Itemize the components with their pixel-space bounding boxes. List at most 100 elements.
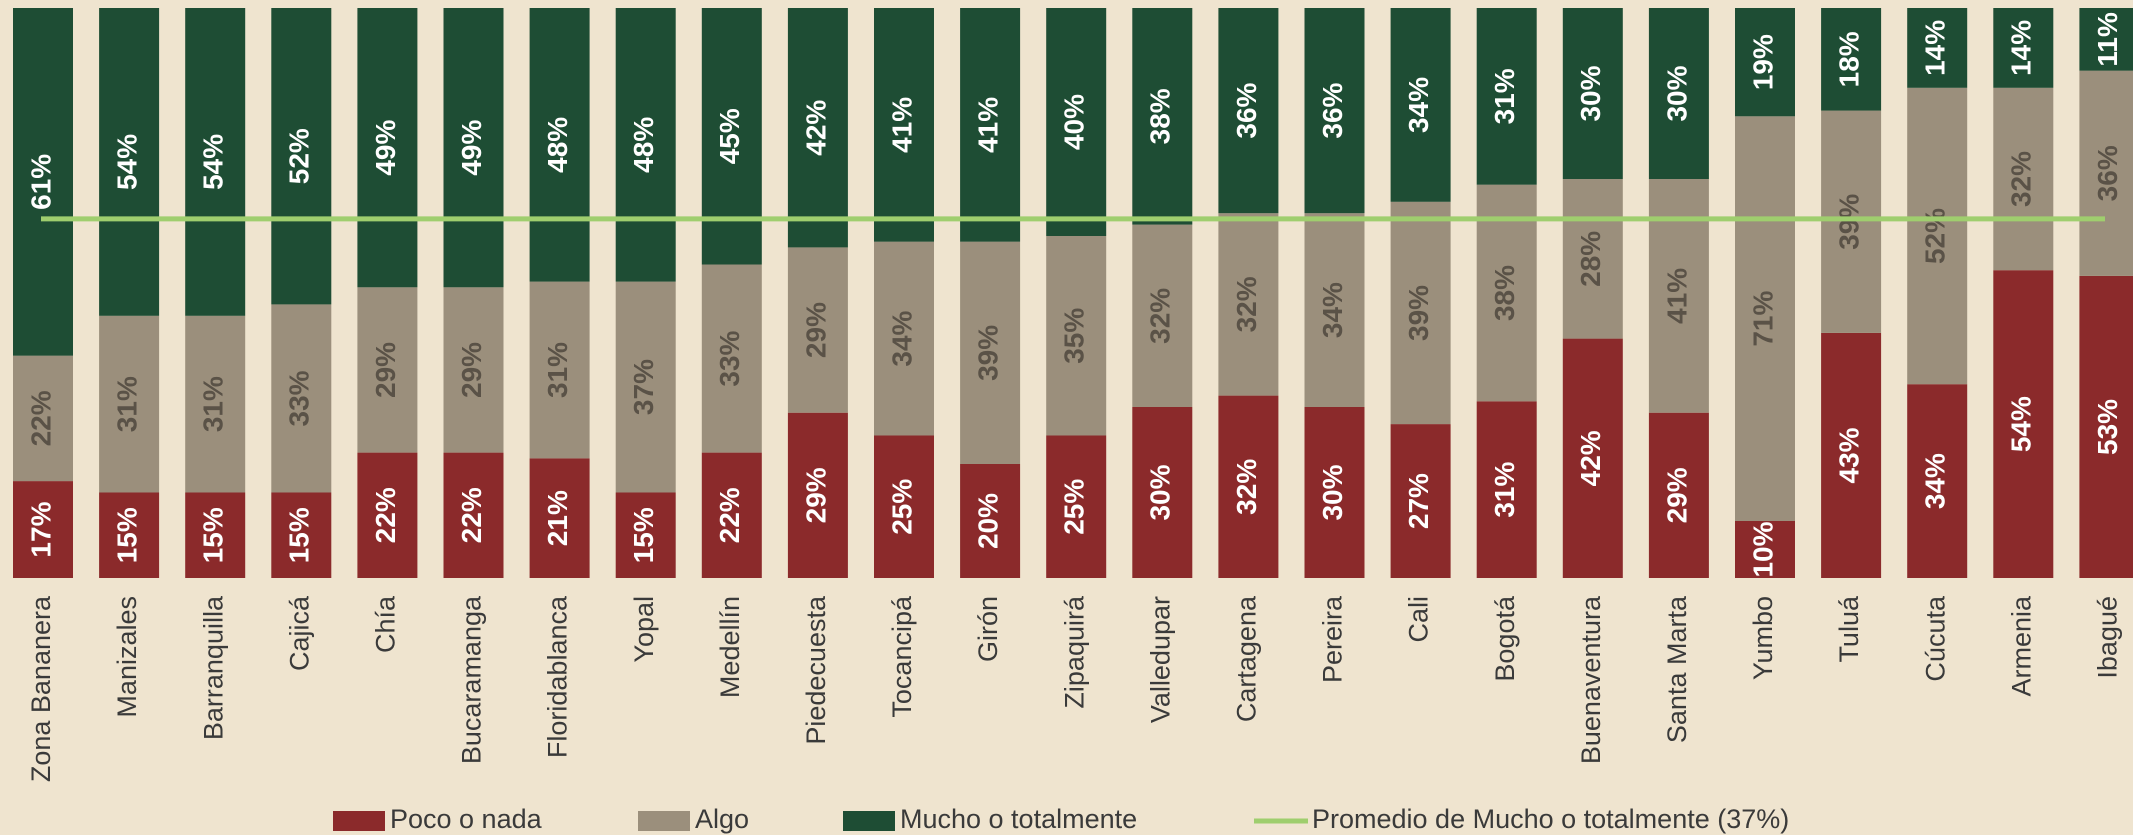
value-label: 30% — [1661, 65, 1692, 121]
value-label: 29% — [456, 342, 487, 398]
bar-segment — [271, 8, 332, 305]
bar-segment — [1046, 8, 1107, 236]
value-label: 10% — [1747, 521, 1778, 577]
bar-segment — [787, 247, 848, 413]
value-label: 15% — [111, 507, 142, 563]
bar-segment — [357, 452, 418, 578]
value-label: 31% — [542, 342, 573, 398]
value-label: 29% — [800, 302, 831, 358]
value-label: 34% — [1403, 77, 1434, 133]
bar-segment — [1390, 201, 1451, 425]
value-label: 52% — [284, 128, 315, 184]
value-label: 39% — [1833, 194, 1864, 250]
bar-segment — [1562, 179, 1623, 339]
bar-segment — [1993, 87, 2054, 271]
value-label: 15% — [628, 507, 659, 563]
bar-segment — [960, 464, 1021, 578]
value-label: 40% — [1059, 94, 1090, 150]
legend-swatch — [333, 811, 385, 831]
x-tick-label: Zipaquirá — [1059, 595, 1089, 709]
value-label: 29% — [370, 342, 401, 398]
value-label: 31% — [1489, 462, 1520, 518]
value-label: 30% — [1317, 464, 1348, 520]
bar-segment — [443, 8, 504, 288]
value-label: 25% — [886, 479, 917, 535]
value-label: 21% — [542, 490, 573, 546]
bar-segment — [13, 481, 73, 578]
bar-segment — [701, 8, 762, 265]
value-label: 36% — [1231, 82, 1262, 138]
bar-segment — [185, 492, 246, 578]
x-tick-label: Zona Bananera — [26, 595, 56, 782]
x-tick-label: Cartagena — [1232, 595, 1262, 722]
value-label: 25% — [1059, 479, 1090, 535]
value-label: 41% — [972, 97, 1003, 153]
x-tick-label: Manizales — [112, 596, 142, 718]
bar-segment — [1218, 213, 1279, 396]
value-label: 27% — [1403, 473, 1434, 529]
bar-segment — [1304, 407, 1365, 578]
value-label: 31% — [1489, 68, 1520, 124]
bar-segment — [1390, 8, 1451, 202]
value-label: 48% — [542, 117, 573, 173]
bar-segment — [1993, 270, 2054, 578]
bar-segment — [960, 241, 1021, 464]
bar-segment — [1304, 213, 1365, 407]
x-tick-label: Yopal — [629, 596, 659, 663]
bar-segment — [1132, 224, 1193, 407]
bar-segment — [1907, 384, 1968, 578]
x-tick-label: Armenia — [2006, 595, 2036, 697]
value-label: 30% — [1575, 65, 1606, 121]
x-tick-label: Medellín — [715, 596, 745, 698]
value-label: 39% — [972, 325, 1003, 381]
bar-segment — [99, 315, 160, 493]
legend-label: Poco o nada — [390, 804, 543, 834]
bar-segment — [1821, 8, 1882, 111]
bar-segment — [1648, 412, 1709, 578]
bar-segment — [1907, 8, 1968, 88]
value-label: 22% — [714, 487, 745, 543]
x-tick-label: Cajicá — [284, 595, 314, 671]
value-label: 34% — [886, 310, 917, 366]
x-tick-label: Girón — [973, 596, 1003, 662]
value-label: 49% — [370, 120, 401, 176]
value-label: 34% — [1317, 282, 1348, 338]
value-label: 32% — [1231, 276, 1262, 332]
bar-segment — [1735, 116, 1795, 522]
value-label: 43% — [1833, 427, 1864, 483]
bar-segment — [13, 355, 73, 482]
value-label: 32% — [1145, 288, 1176, 344]
value-label: 17% — [25, 501, 56, 557]
value-label: 15% — [284, 507, 315, 563]
bar-segment — [1562, 338, 1623, 578]
bar-segment — [1304, 8, 1365, 214]
bar-segment — [1993, 8, 2054, 88]
bar-segment — [1218, 395, 1279, 578]
value-label: 49% — [456, 120, 487, 176]
value-label: 37% — [628, 359, 659, 415]
bar-segment — [2079, 8, 2133, 71]
bar-segment — [1476, 8, 1537, 185]
x-tick-label: Floridablanca — [543, 595, 573, 758]
bar-segment — [185, 8, 246, 316]
bar-segment — [874, 241, 934, 436]
bar-segment — [874, 435, 934, 578]
x-tick-label: Tuluá — [1834, 595, 1864, 663]
x-tick-label: Chía — [371, 595, 401, 653]
bar-segment — [1132, 407, 1193, 578]
x-tick-label: Ibagué — [2093, 596, 2123, 679]
bar-segment — [615, 281, 676, 493]
bar-segment — [701, 264, 762, 453]
bar-segment — [443, 452, 504, 578]
bar-segment — [529, 458, 590, 578]
bar-segment — [2079, 275, 2133, 578]
legend-swatch — [638, 811, 690, 831]
value-label: 20% — [972, 493, 1003, 549]
value-label: 54% — [198, 134, 229, 190]
value-label: 42% — [1575, 430, 1606, 486]
legend-label: Mucho o totalmente — [900, 804, 1137, 834]
value-label: 41% — [1661, 268, 1692, 324]
bar-segment — [787, 8, 848, 248]
x-tick-label: Barranquilla — [198, 595, 228, 740]
